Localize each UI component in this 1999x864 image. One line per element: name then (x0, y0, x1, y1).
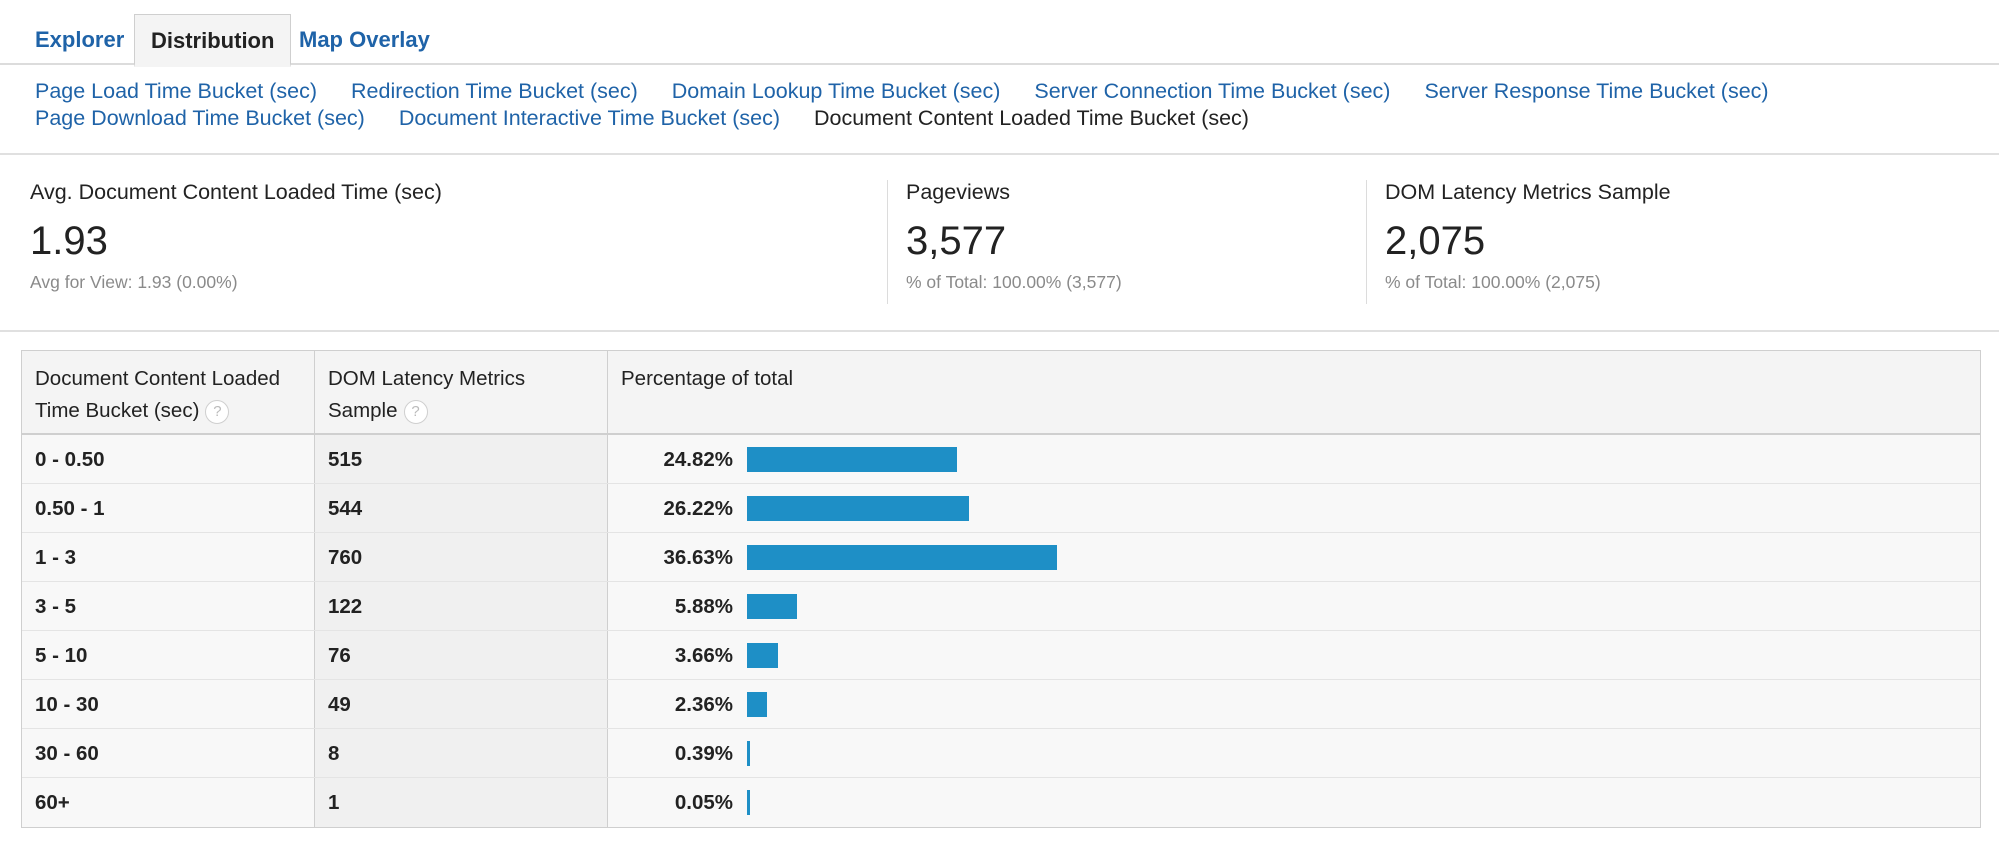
header-percentage: Percentage of total (608, 351, 1980, 433)
header-label: DOM Latency Metrics Sample (328, 367, 526, 422)
cell-sample: 544 (315, 484, 608, 532)
link-redirection-time-bucket[interactable]: Redirection Time Bucket (sec) (351, 79, 638, 103)
table-row: 30 - 60 8 0.39% (22, 729, 1980, 778)
cell-bucket: 0 - 0.50 (22, 435, 315, 483)
cell-percentage: 36.63% (608, 533, 1980, 581)
cell-bucket: 5 - 10 (22, 631, 315, 679)
metric-separator (887, 180, 888, 304)
cell-bucket: 3 - 5 (22, 582, 315, 630)
percentage-bar (747, 643, 778, 668)
percentage-bar (747, 741, 751, 766)
metric-separator (1366, 180, 1367, 304)
metric-label: Avg. Document Content Loaded Time (sec) (30, 180, 442, 204)
percentage-label: 0.05% (674, 791, 733, 814)
table-row: 1 - 3 760 36.63% (22, 533, 1980, 582)
cell-sample: 515 (315, 435, 608, 483)
metric-subtext: % of Total: 100.00% (2,075) (1385, 272, 1601, 292)
header-sample[interactable]: DOM Latency Metrics Sample? (315, 351, 608, 433)
link-server-connection-time-bucket[interactable]: Server Connection Time Bucket (sec) (1034, 79, 1391, 103)
header-label: Document Content Loaded Time Bucket (sec… (35, 367, 281, 422)
table-row: 0.50 - 1 544 26.22% (22, 484, 1980, 533)
tab-map-overlay[interactable]: Map Overlay (299, 27, 430, 52)
cell-bucket: 30 - 60 (22, 729, 315, 777)
link-server-response-time-bucket[interactable]: Server Response Time Bucket (sec) (1424, 79, 1769, 103)
tab-distribution[interactable]: Distribution (134, 14, 292, 67)
percentage-label: 0.39% (674, 742, 733, 765)
cell-sample: 760 (315, 533, 608, 581)
percentage-label: 2.36% (674, 693, 733, 716)
metric-dom-latency-sample: DOM Latency Metrics Sample 2,075 % of To… (1385, 180, 1671, 293)
link-document-interactive-time-bucket[interactable]: Document Interactive Time Bucket (sec) (398, 106, 780, 130)
metric-value: 1.93 (30, 219, 108, 263)
metric-pageviews: Pageviews 3,577 % of Total: 100.00% (3,5… (906, 180, 1122, 293)
cell-sample: 76 (315, 631, 608, 679)
header-bucket[interactable]: Document Content Loaded Time Bucket (sec… (22, 351, 315, 433)
cell-bucket: 0.50 - 1 (22, 484, 315, 532)
metric-value: 3,577 (906, 219, 1007, 263)
cell-percentage: 2.36% (608, 680, 1980, 728)
cell-percentage: 0.05% (608, 778, 1980, 827)
table-row: 60+ 1 0.05% (22, 778, 1980, 827)
cell-sample: 122 (315, 582, 608, 630)
cell-bucket: 1 - 3 (22, 533, 315, 581)
metric-subtext: % of Total: 100.00% (3,577) (906, 272, 1122, 292)
percentage-label: 36.63% (663, 546, 733, 569)
percentage-label: 5.88% (674, 595, 733, 618)
header-label: Percentage of total (621, 367, 794, 390)
view-tabs: Explorer Distribution Map Overlay (0, 0, 1999, 67)
table-row: 0 - 0.50 515 24.82% (22, 435, 1980, 484)
distribution-table: Document Content Loaded Time Bucket (sec… (21, 350, 1981, 828)
cell-bucket: 10 - 30 (22, 680, 315, 728)
cell-sample: 8 (315, 729, 608, 777)
metric-subtext: Avg for View: 1.93 (0.00%) (30, 272, 238, 292)
percentage-label: 26.22% (663, 497, 733, 520)
percentage-bar (747, 790, 750, 815)
link-page-download-time-bucket[interactable]: Page Download Time Bucket (sec) (35, 106, 365, 130)
cell-percentage: 26.22% (608, 484, 1980, 532)
cell-sample: 49 (315, 680, 608, 728)
cell-sample: 1 (315, 778, 608, 827)
help-icon[interactable]: ? (205, 399, 230, 424)
cell-percentage: 0.39% (608, 729, 1980, 777)
metric-label: DOM Latency Metrics Sample (1385, 180, 1671, 204)
divider (0, 330, 1999, 332)
percentage-bar (747, 594, 797, 619)
percentage-label: 24.82% (663, 448, 733, 471)
percentage-bar (747, 692, 767, 717)
table-row: 10 - 30 49 2.36% (22, 680, 1980, 729)
metric-value: 2,075 (1385, 219, 1486, 263)
tab-explorer[interactable]: Explorer (35, 27, 125, 52)
cell-percentage: 5.88% (608, 582, 1980, 630)
percentage-bar (747, 447, 957, 472)
link-domain-lookup-time-bucket[interactable]: Domain Lookup Time Bucket (sec) (671, 79, 1001, 103)
table-header: Document Content Loaded Time Bucket (sec… (22, 351, 1980, 435)
percentage-label: 3.66% (674, 644, 733, 667)
percentage-bar (747, 545, 1057, 570)
cell-percentage: 24.82% (608, 435, 1980, 483)
divider (0, 153, 1999, 155)
metric-label: Pageviews (906, 180, 1010, 204)
link-page-load-time-bucket[interactable]: Page Load Time Bucket (sec) (35, 79, 318, 103)
metric-avg-dcl-time: Avg. Document Content Loaded Time (sec) … (30, 180, 442, 293)
percentage-bar (747, 496, 969, 521)
table-row: 5 - 10 76 3.66% (22, 631, 1980, 680)
cell-percentage: 3.66% (608, 631, 1980, 679)
cell-bucket: 60+ (22, 778, 315, 827)
table-row: 3 - 5 122 5.88% (22, 582, 1980, 631)
metric-bucket-links: Page Load Time Bucket (sec) Redirection … (35, 78, 1985, 132)
current-bucket-label: Document Content Loaded Time Bucket (sec… (813, 106, 1249, 130)
help-icon[interactable]: ? (403, 399, 428, 424)
